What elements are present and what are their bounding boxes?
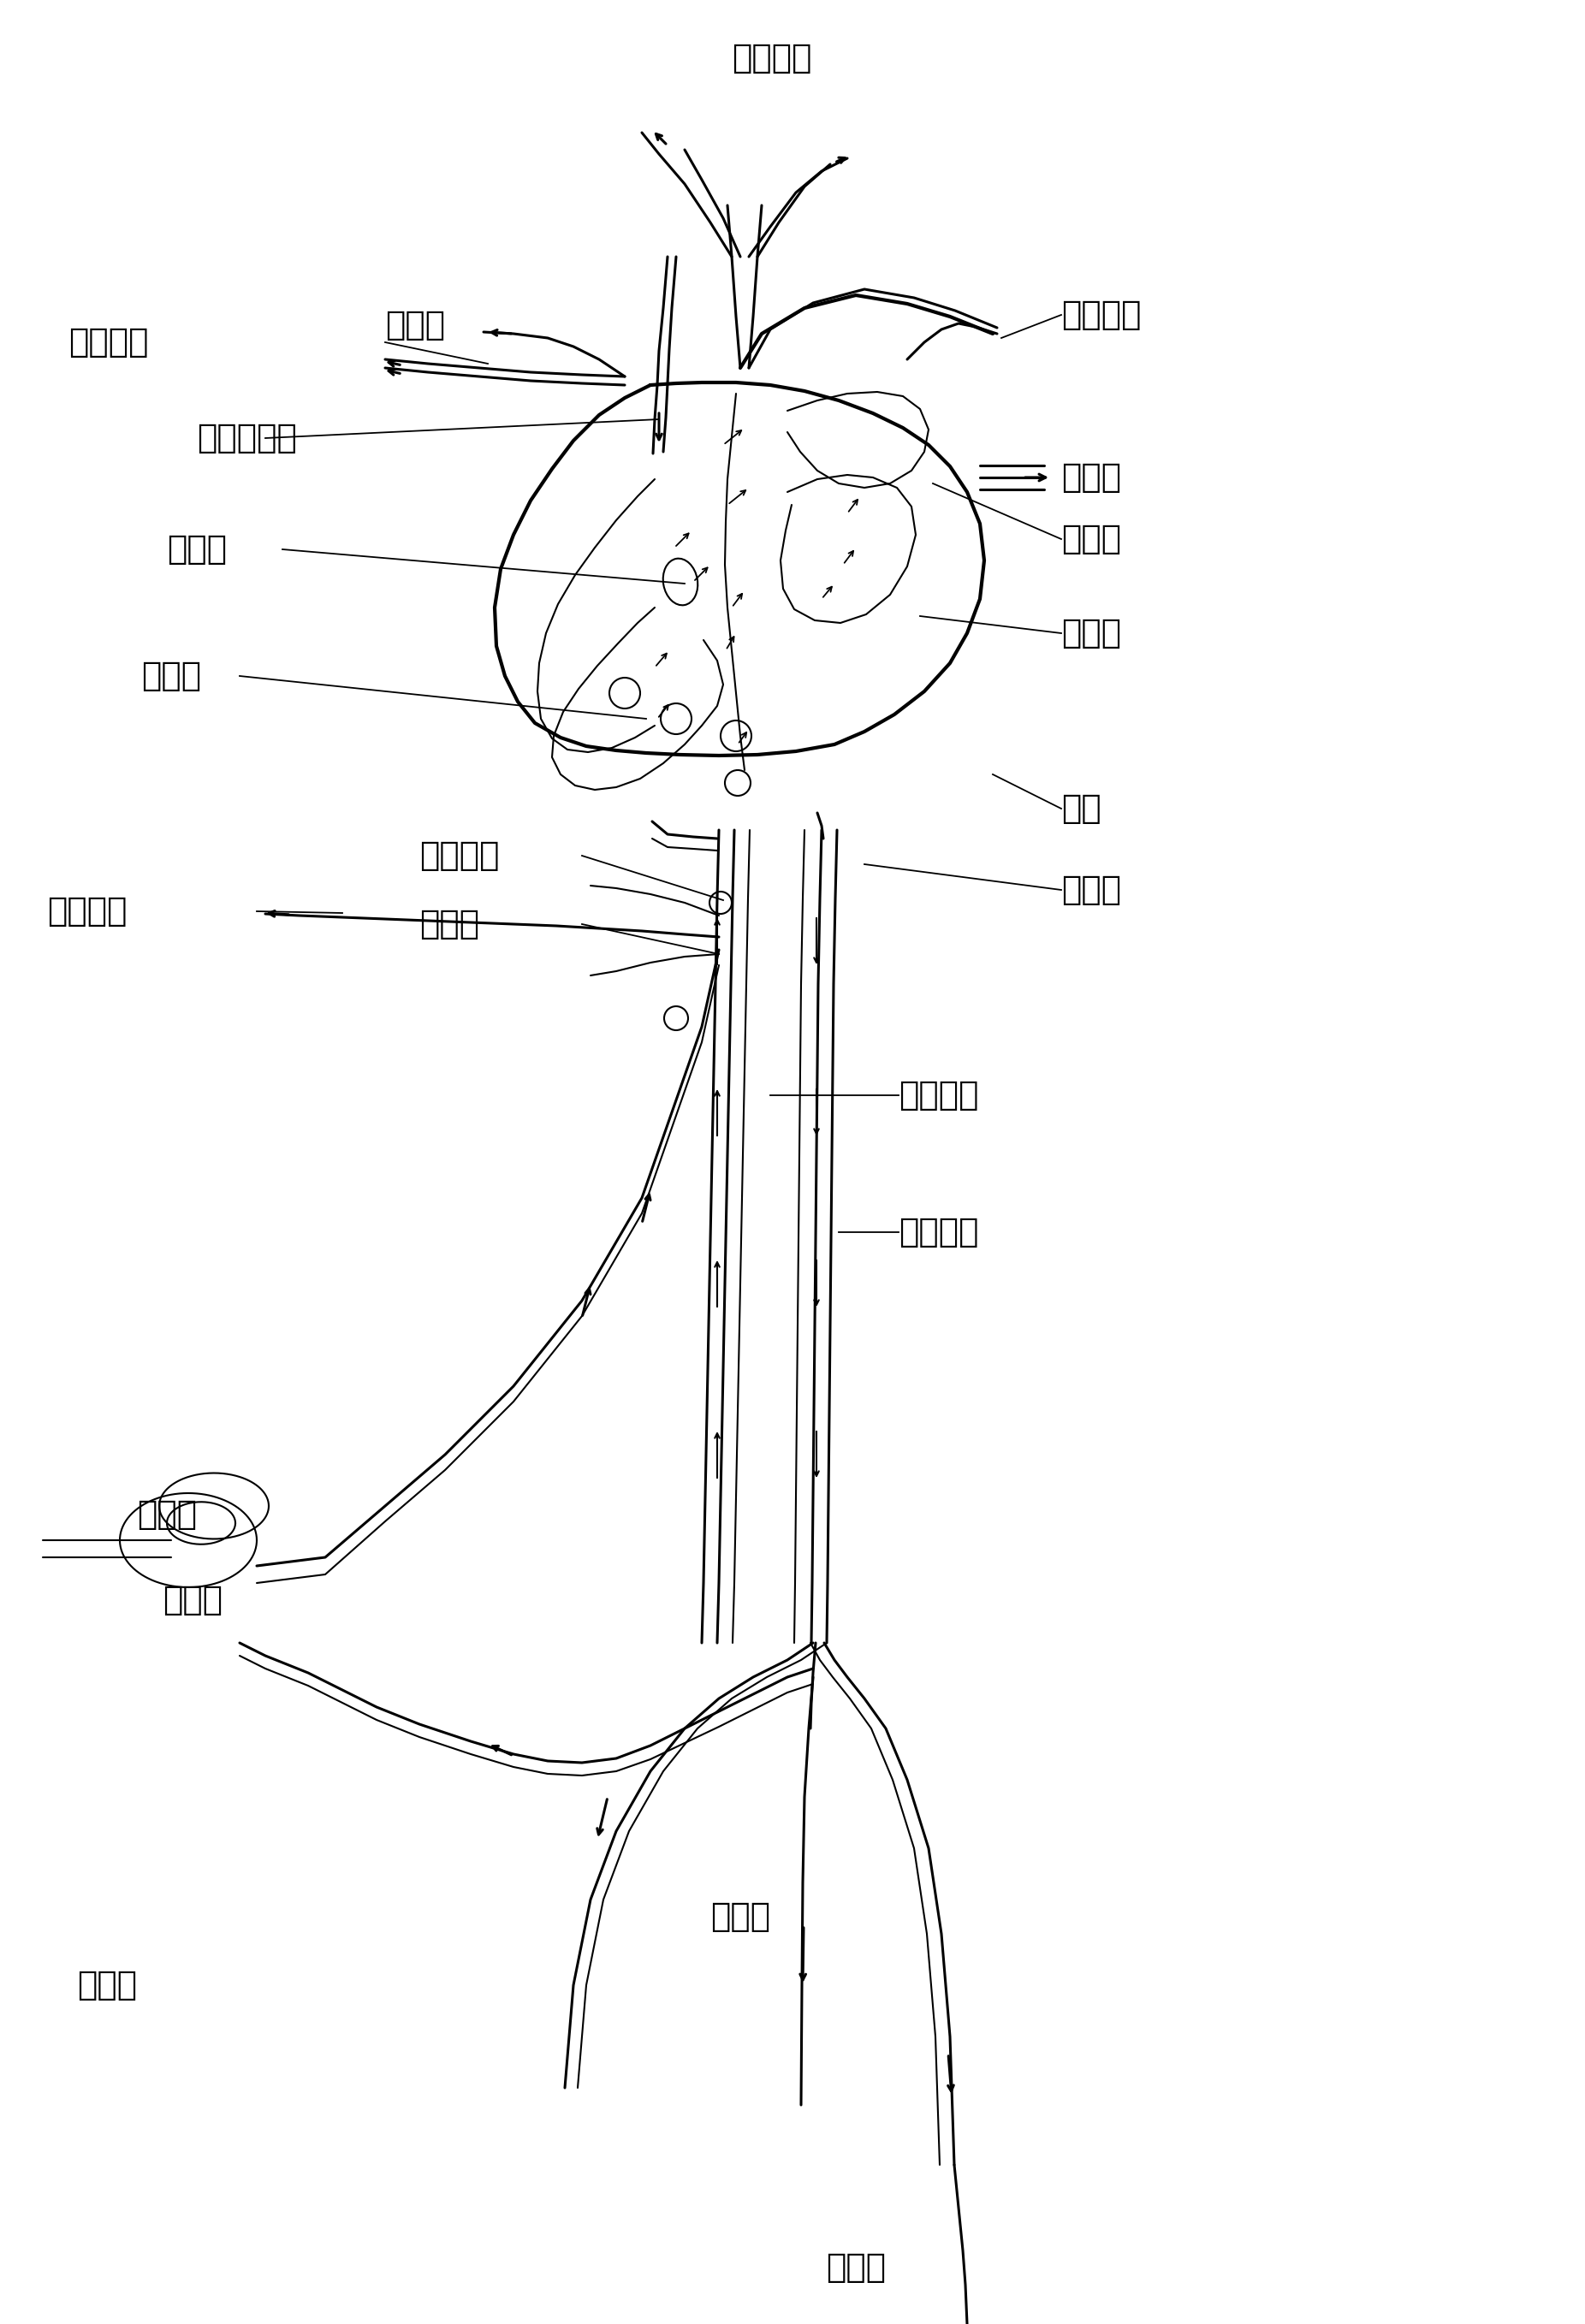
Text: 脐静脉: 脐静脉 [136,1499,197,1532]
Text: 右心房: 右心房 [141,660,201,693]
Text: 内腔静脉: 内腔静脉 [899,1078,978,1111]
Text: 肺主动脉: 肺主动脉 [68,325,149,358]
Text: 动脉导管: 动脉导管 [1062,297,1141,330]
Text: 左心室: 左心室 [1062,616,1121,648]
Text: 至右肺: 至右肺 [385,309,445,342]
Text: 来自头和臂: 来自头和臂 [197,423,296,456]
Text: 至骨盆: 至骨盆 [710,1901,770,1934]
Text: 至头和臂: 至头和臂 [732,42,812,74]
Text: 来自肝脏: 来自肝脏 [420,839,499,872]
Text: 降主动脉: 降主动脉 [899,1215,978,1248]
Text: 至左脉: 至左脉 [1062,460,1121,493]
Text: 脐动脉: 脐动脉 [163,1585,222,1618]
Text: 至腿部: 至腿部 [826,2252,886,2284]
Text: 右心室: 右心室 [1062,874,1121,906]
Text: 左心房: 左心房 [1062,523,1121,555]
Text: 至腿部: 至腿部 [78,1968,136,2001]
Text: 静脉导管: 静脉导管 [48,895,127,927]
Text: 至肝脏: 至肝脏 [420,909,479,941]
Text: 椭圆孔: 椭圆孔 [166,532,227,565]
Text: 心脏: 心脏 [1062,792,1102,825]
